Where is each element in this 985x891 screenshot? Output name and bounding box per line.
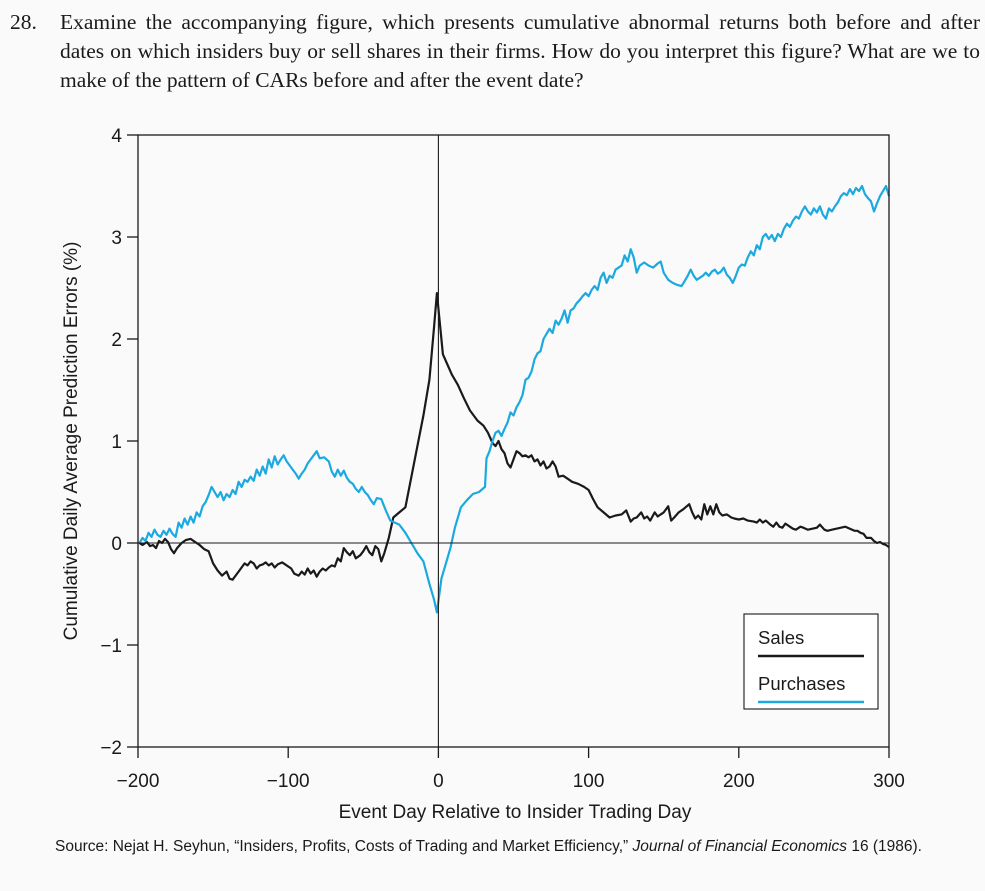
- source-journal: Journal of Financial Economics: [632, 838, 848, 855]
- x-tick-label: 300: [873, 771, 905, 792]
- legend-box: [743, 613, 879, 710]
- source-prefix: Source: Nejat H. Seyhun, “Insiders, Prof…: [55, 838, 633, 855]
- x-tick-label: 200: [723, 771, 755, 792]
- question-text: Examine the accompanying figure, which p…: [60, 10, 980, 92]
- x-tick-label: −100: [267, 771, 310, 792]
- question-number: 28.: [10, 10, 37, 34]
- source-suffix: 16 (1986).: [847, 838, 922, 855]
- y-tick-label: 2: [111, 330, 122, 351]
- source-citation: Source: Nejat H. Seyhun, “Insiders, Prof…: [55, 836, 955, 857]
- y-tick-label: −2: [100, 738, 122, 759]
- legend-label-sales: Sales: [758, 627, 804, 648]
- car-line-chart: −200 −100 0 100 200 300 −2 −1 0 1 2 3 4 Event Day Rel…: [61, 126, 905, 823]
- y-tick-label: 1: [111, 432, 122, 453]
- question-block: 28. Examine the accompanying figure, whi…: [10, 8, 980, 95]
- y-axis-title: Cumulative Daily Average Prediction Erro…: [61, 242, 82, 641]
- y-tick-label: 4: [111, 126, 122, 147]
- x-axis-title: Event Day Relative to Insider Trading Da…: [339, 802, 692, 823]
- x-tick-label: 100: [573, 771, 605, 792]
- series-line-sales: [138, 292, 890, 581]
- x-tick-label: −200: [117, 771, 160, 792]
- y-tick-label: 3: [111, 228, 122, 249]
- y-tick-label: −1: [100, 636, 122, 657]
- series-line-purchases: [138, 184, 891, 614]
- y-tick-label: 0: [111, 534, 122, 555]
- x-tick-label: 0: [433, 771, 444, 792]
- legend-label-purchases: Purchases: [758, 673, 845, 694]
